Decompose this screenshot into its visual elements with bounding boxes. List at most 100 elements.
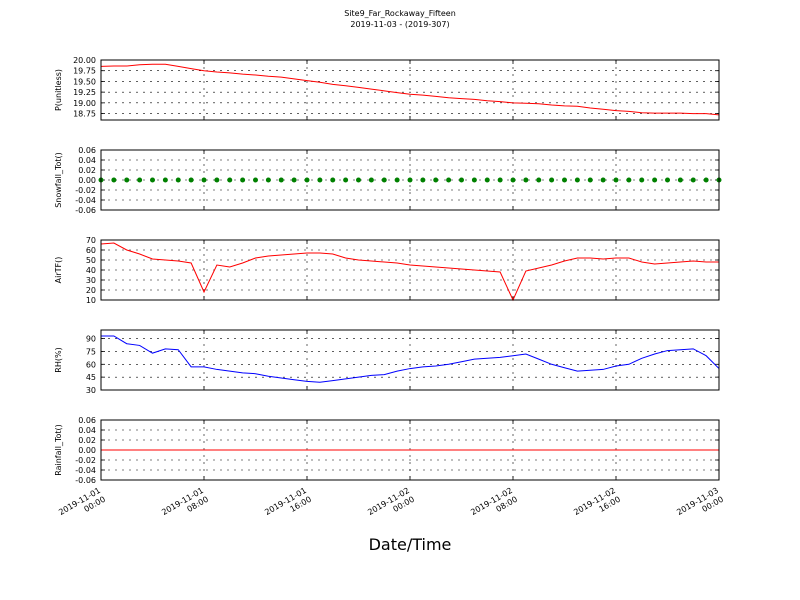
y-tick-label: 0.02 [78,166,96,175]
data-line [100,63,720,116]
data-point [278,177,284,183]
x-tick-label: 2019-11-0108:00 [160,486,210,526]
y-tick-label: 20.00 [73,56,96,65]
y-tick-label: 90 [86,335,96,344]
y-tick-label: 0.02 [78,436,96,445]
y-tick-label: 40 [86,266,96,275]
data-point [600,177,606,183]
y-tick-label: -0.02 [75,186,96,195]
data-point [330,177,336,183]
y-tick-label: -0.04 [75,196,96,205]
plot-frame [100,149,720,211]
y-axis-label: AirTF() [54,257,63,284]
data-point [317,177,323,183]
data-point [459,177,464,183]
data-point [253,177,258,183]
data-point [471,177,477,183]
y-tick-label: 50 [86,256,96,265]
data-point [484,177,490,183]
data-point [677,177,683,183]
y-tick-label: 10 [86,296,96,305]
data-point [665,177,670,183]
x-tick-label: 2019-11-0216:00 [572,486,622,526]
data-point [188,177,194,183]
data-point [549,177,555,183]
subtitle: 2019-11-03 - (2019-307) [350,20,449,29]
y-tick-label: 30 [86,276,96,285]
y-tick-label: 70 [86,236,96,245]
y-tick-label: 0.06 [78,146,96,155]
data-point [523,177,529,183]
y-tick-label: 19.75 [73,67,96,76]
data-point [381,177,387,183]
data-point [587,177,593,183]
data-point [111,177,117,183]
y-tick-label: 45 [86,373,96,382]
data-point [214,177,220,183]
data-point [162,177,168,183]
data-point [175,177,181,183]
y-axis-label: RH(%) [54,347,63,372]
data-point [150,177,155,183]
data-point [626,177,632,183]
data-point [407,177,413,183]
y-tick-label: 18.75 [73,110,96,119]
x-tick-label: 2019-11-0200:00 [366,486,416,526]
title: Site9_Far_Rockaway_Fifteen [344,9,456,18]
y-tick-label: 30 [86,386,96,395]
data-point [137,177,143,183]
data-point [652,177,658,183]
data-point [227,177,233,183]
data-point [562,177,567,183]
y-tick-label: -0.04 [75,466,96,475]
data-point [124,177,130,183]
y-tick-label: -0.02 [75,456,96,465]
x-tick-label: 2019-11-0208:00 [469,486,519,526]
data-point [446,177,452,183]
y-tick-label: 0.00 [78,446,96,455]
data-point [433,177,439,183]
data-point [343,177,349,183]
data-point [201,177,207,183]
data-point [368,177,374,183]
plot-frame [100,59,720,121]
data-point [265,177,271,183]
y-tick-label: 0.06 [78,416,96,425]
y-axis-label: Snowfall_Tot() [54,152,63,208]
data-point [356,177,361,183]
plot-frame [100,329,720,391]
data-point [690,177,696,183]
data-point [394,177,400,183]
data-point [536,177,542,183]
y-tick-label: 19.25 [73,88,96,97]
y-tick-label: 20 [86,286,96,295]
x-tick-label: 2019-11-0300:00 [675,486,725,526]
y-axis-label: Rainfall_Tot() [54,424,63,476]
x-axis-label: Date/Time [369,535,452,554]
data-line [101,335,720,383]
y-tick-label: 0.04 [78,156,96,165]
x-tick-label: 2019-11-0100:00 [57,486,107,526]
y-tick-label: 19.50 [73,77,96,86]
data-point [639,177,645,183]
y-tick-label: -0.06 [75,476,96,485]
plot-frame [100,239,720,301]
y-axis-label: P(unitless) [54,69,63,111]
data-point [240,177,246,183]
y-tick-label: 60 [86,246,96,255]
y-tick-label: 75 [86,347,96,356]
y-tick-label: 19.00 [73,99,96,108]
data-line [100,242,719,302]
data-point [574,177,580,183]
y-tick-label: 0.04 [78,426,96,435]
x-tick-label: 2019-11-0116:00 [263,486,313,526]
data-point [497,177,503,183]
plot-frame [100,419,720,481]
y-tick-label: -0.06 [75,206,96,215]
data-point [420,177,426,183]
data-point [613,177,619,183]
y-tick-label: 0.00 [78,176,96,185]
data-point [510,177,516,183]
data-point [291,177,297,183]
